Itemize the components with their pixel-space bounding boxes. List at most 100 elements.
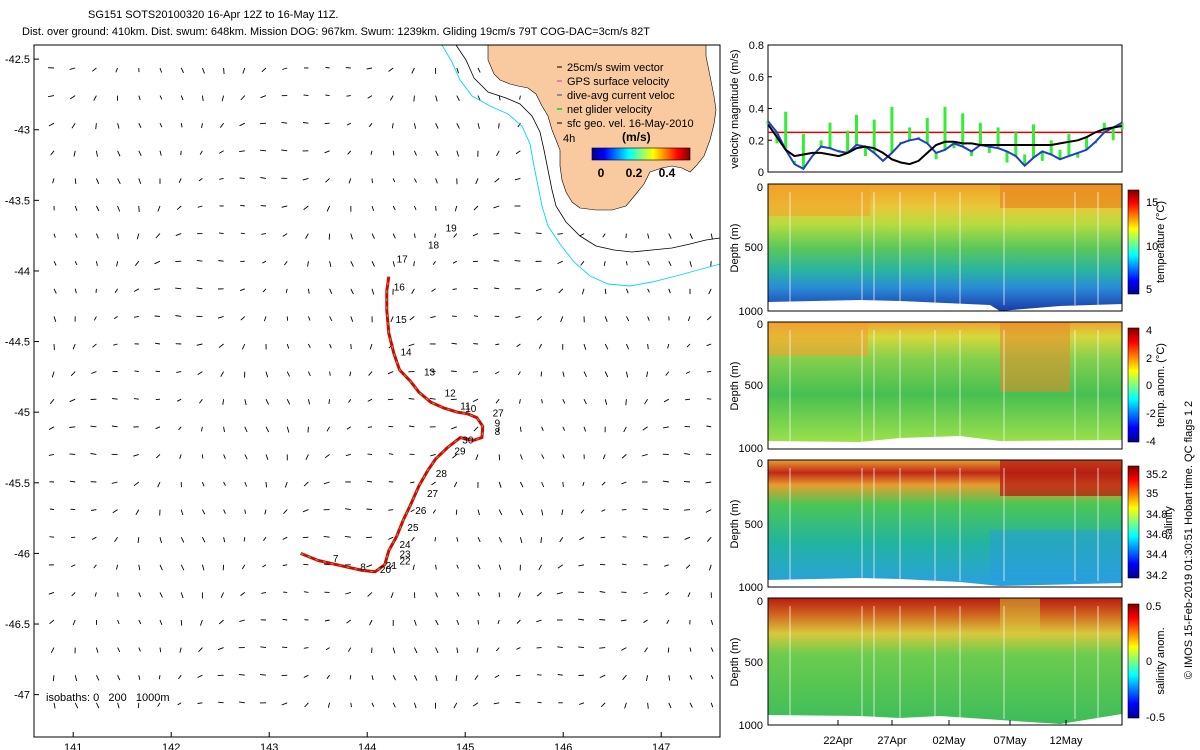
current-arrow-108 [392,178,396,183]
current-arrow-382 [473,426,479,432]
current-arrow-155 [413,233,416,239]
current-arrow-702 [472,702,479,707]
current-arrow-520 [684,536,691,540]
current-arrow-370 [223,426,225,433]
current-arrow-216 [350,288,354,295]
current-arrow-279 [329,343,332,349]
current-arrow-517 [622,536,627,538]
current-arrow-474 [388,509,394,511]
current-arrow-646 [644,647,648,653]
current-arrow-164 [602,233,606,238]
current-arrow-606 [477,619,479,625]
map-ytick-label-5: -45 [14,407,30,419]
current-arrow-92 [52,178,55,184]
current-arrow-481 [541,509,544,516]
current-arrow-211 [239,288,245,292]
current-arrow-361 [706,398,712,400]
current-arrow-689 [197,702,203,704]
glider-track-velocity-overlay [300,276,484,573]
current-arrow-317 [451,370,457,373]
current-arrow-9 [242,67,246,74]
time-axis: 22Apr 27Apr 02May 07May 12May [823,720,1083,747]
current-arrow-684 [95,702,100,709]
track-day-label-22: 21 [386,561,398,572]
current-arrow-487 [663,508,669,511]
current-arrow-494 [137,537,140,544]
map-xtick-label-4: 145 [456,742,474,750]
current-arrow-497 [201,537,206,543]
track-day-label-17: 26 [415,506,427,517]
current-arrow-413 [452,454,458,459]
tasmania-landmass [487,45,717,211]
current-arrow-166 [647,233,650,239]
current-arrow-199 [668,261,672,267]
current-arrow-511 [498,537,503,543]
current-arrow-47 [71,122,76,129]
current-arrow-595 [239,619,245,623]
current-arrow-133 [435,205,437,211]
map-xtick-label-2: 143 [260,742,278,750]
current-arrow-130 [371,205,375,212]
current-arrow-356 [604,399,608,405]
map-frame [33,44,721,738]
current-arrow-104 [302,177,309,181]
current-arrow-27 [138,95,141,101]
current-arrow-703 [493,702,500,705]
current-arrow-76 [199,150,203,155]
current-arrow-591 [159,619,163,625]
colorbar-units: (m/s) [622,130,651,144]
current-arrow-316 [429,370,436,373]
temperature-panel: 15 10 5 temperature (°C) Depth (m) 0 500… [729,182,1167,318]
current-arrow-82 [324,150,330,154]
current-arrow-631 [325,647,330,651]
track-day-label-15: 28 [436,469,448,480]
map-xtick-label-1: 142 [162,742,180,750]
salinity-cbar-tick-35: 35 [1146,488,1158,500]
track-day-label-3: 16 [394,283,406,294]
current-arrow-475 [410,509,415,513]
current-arrow-538 [388,564,394,570]
current-arrow-346 [387,398,394,401]
current-arrow-695 [327,702,331,708]
current-arrow-373 [286,426,290,433]
current-arrow-227 [581,288,585,295]
current-arrow-611 [578,618,585,621]
current-arrow-291 [583,343,587,350]
current-arrow-294 [647,343,649,350]
current-arrow-609 [536,619,542,623]
current-arrow-412 [430,453,436,457]
current-arrow-30 [201,95,204,102]
current-arrow-319 [494,371,500,375]
temperature-cbar-tick-5: 5 [1146,284,1152,296]
salinity-high-patch [1000,460,1122,496]
current-arrow-331 [69,398,76,403]
current-arrow-85 [392,150,395,156]
current-arrow-142 [136,233,140,240]
current-arrow-256 [515,315,521,319]
current-arrow-31 [221,95,225,102]
current-arrow-694 [304,702,309,708]
current-arrow-624 [179,647,182,653]
current-arrow-84 [370,150,373,155]
current-arrow-341 [286,399,291,405]
current-arrow-38 [367,95,373,99]
current-arrow-457 [705,481,712,484]
current-arrow-532 [262,564,267,568]
isobath-1000m [441,45,720,287]
current-arrow-470 [302,509,309,513]
current-arrow-342 [307,399,311,405]
current-arrow-250 [390,316,394,323]
current-arrow-327 [665,371,670,376]
current-arrow-543 [498,564,502,570]
salinity-anomaly-cbar-label: salinity anom. [1155,627,1167,694]
current-arrow-304 [176,371,182,373]
current-vector-field [47,66,714,709]
current-arrow-625 [198,647,203,653]
temperature-anomaly-colorbar [1127,327,1140,443]
current-arrow-278 [307,343,311,349]
current-arrow-314 [387,371,394,375]
current-arrow-215 [329,288,333,294]
current-arrow-443 [410,481,415,484]
speed-colorbar-tick-1: 0.2 [626,166,643,180]
current-arrow-221 [452,288,457,290]
